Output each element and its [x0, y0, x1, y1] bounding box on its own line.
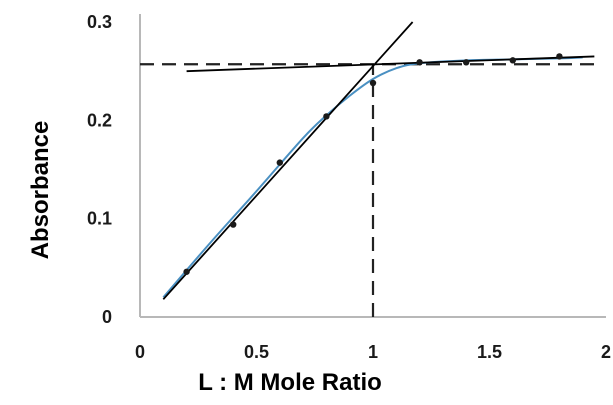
data-point	[463, 59, 470, 66]
data-points	[183, 53, 563, 275]
y-tick-label: 0.2	[87, 110, 112, 130]
x-tick-label: 1.5	[477, 342, 502, 362]
data-point	[276, 159, 283, 166]
annotations	[140, 63, 595, 317]
y-tick-label: 0	[102, 307, 112, 327]
y-axis-title: Absorbance	[27, 121, 54, 260]
x-tick-label: 0	[135, 342, 145, 362]
x-tick-label: 1	[368, 342, 378, 362]
series-lines	[162, 21, 595, 300]
data-point	[369, 79, 377, 87]
data-point	[416, 59, 423, 66]
y-tick-label: 0.3	[87, 12, 112, 32]
data-point	[556, 53, 563, 60]
data-point	[509, 57, 516, 64]
tangent-line	[186, 55, 595, 73]
data-point	[230, 221, 237, 228]
data-point	[323, 113, 330, 120]
x-axis-title: L : M Mole Ratio	[198, 369, 382, 396]
x-tick-label: 2	[601, 342, 611, 362]
x-tick-label: 0.5	[244, 342, 269, 362]
tick-labels: 0 0.5 1 1.5 2 0 0.1 0.2 0.3	[87, 12, 611, 362]
data-point	[183, 268, 190, 275]
tangent-line	[162, 21, 414, 300]
y-tick-label: 0.1	[87, 209, 112, 229]
